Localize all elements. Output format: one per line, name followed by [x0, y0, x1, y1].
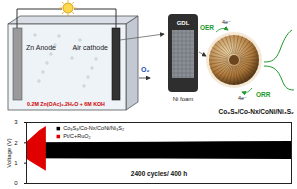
svg-text:1: 1 — [14, 160, 18, 166]
svg-text:Co₉S₈/Co-Nx/CoNi/Ni₃S₂: Co₉S₈/Co-Nx/CoNi/Ni₃S₂ — [63, 125, 124, 131]
svg-text:0.2M Zn(OAc)₂.2H₂O + 6M KOH: 0.2M Zn(OAc)₂.2H₂O + 6M KOH — [27, 101, 105, 107]
svg-text:O₂: O₂ — [141, 66, 150, 73]
svg-text:Co₉S₈/Co-Nx/CoNi/Ni₃S₂: Co₉S₈/Co-Nx/CoNi/Ni₃S₂ — [219, 108, 295, 115]
svg-text:4e⁻: 4e⁻ — [238, 95, 247, 101]
svg-text:GDL: GDL — [177, 20, 190, 26]
svg-text:2400 cycles/ 400 h: 2400 cycles/ 400 h — [131, 170, 187, 178]
svg-text:Pt/C+RuO₂: Pt/C+RuO₂ — [63, 133, 90, 139]
svg-text:2: 2 — [14, 140, 18, 146]
svg-text:Voltage (V): Voltage (V) — [6, 138, 12, 168]
svg-text:4e⁻: 4e⁻ — [222, 19, 231, 25]
svg-text:OER: OER — [200, 24, 214, 31]
svg-text:3: 3 — [14, 119, 18, 125]
svg-text:0: 0 — [14, 180, 18, 186]
svg-text:Ni foam: Ni foam — [173, 96, 194, 102]
svg-text:Zn Anode: Zn Anode — [26, 44, 56, 51]
svg-text:ORR: ORR — [256, 91, 271, 98]
svg-text:Air cathode: Air cathode — [73, 44, 109, 51]
